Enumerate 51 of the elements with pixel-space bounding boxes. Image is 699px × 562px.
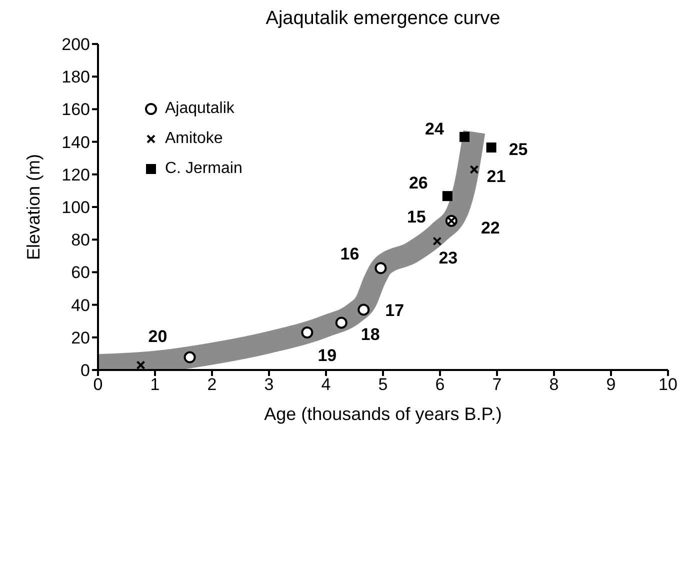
point (442, 191, 452, 202)
point (335, 316, 348, 329)
y-tick-label: 60 (71, 263, 90, 282)
annotation: 23 (438, 248, 458, 268)
annotation: 18 (360, 325, 380, 344)
legend-label: C. Jermain (165, 160, 242, 178)
x-tick-label: 4 (321, 375, 331, 394)
y-tick-label: 120 (62, 165, 90, 184)
legend-label: Amitoke (165, 130, 223, 148)
y-tick-label: 100 (62, 198, 90, 218)
annotation: 20 (148, 326, 168, 346)
annotation: 15 (406, 207, 426, 226)
y-tick-label: 200 (62, 35, 90, 54)
chart-title: Ajaqutalik emergence curve (264, 8, 502, 30)
x-tick-label: 0 (93, 375, 103, 394)
y-tick-label: 20 (71, 328, 90, 348)
annotation: 21 (486, 167, 506, 186)
x-tick-label: 9 (606, 375, 616, 394)
y-tick-label: 140 (62, 132, 90, 152)
legend-label: Ajaqutalik (165, 100, 234, 118)
x-tick-label: 7 (492, 375, 502, 394)
y-tick-label: 180 (62, 68, 90, 87)
point (470, 165, 479, 174)
annotation: 17 (385, 301, 404, 320)
x-tick-label: 2 (207, 375, 217, 394)
x-axis-title: Age (thousands of years B.P.) (264, 404, 502, 424)
annotation: 22 (480, 218, 500, 238)
point (460, 132, 470, 142)
y-tick-label: 160 (62, 100, 90, 120)
annotation: 25 (508, 140, 528, 160)
x-tick-label: 8 (549, 375, 559, 394)
x-tick-label: 3 (264, 375, 274, 394)
point (432, 236, 442, 246)
annotation: 16 (340, 244, 360, 264)
point (486, 142, 496, 153)
annotation: 26 (408, 174, 428, 193)
x-tick-label: 10 (658, 375, 678, 394)
x-tick-label: 1 (150, 375, 160, 394)
annotation: 24 (425, 119, 445, 138)
y-tick-label: 0 (80, 361, 90, 380)
y-tick-label: 80 (71, 230, 90, 250)
point (136, 360, 146, 370)
point (301, 326, 314, 339)
x-tick-label: 5 (378, 375, 388, 394)
point (374, 262, 387, 274)
point (184, 351, 196, 364)
y-axis-title: Elevation (m) (23, 154, 44, 260)
x-tick-label: 6 (435, 375, 445, 394)
point (358, 304, 370, 316)
y-tick-label: 40 (71, 296, 90, 315)
annotation: 19 (318, 346, 337, 366)
